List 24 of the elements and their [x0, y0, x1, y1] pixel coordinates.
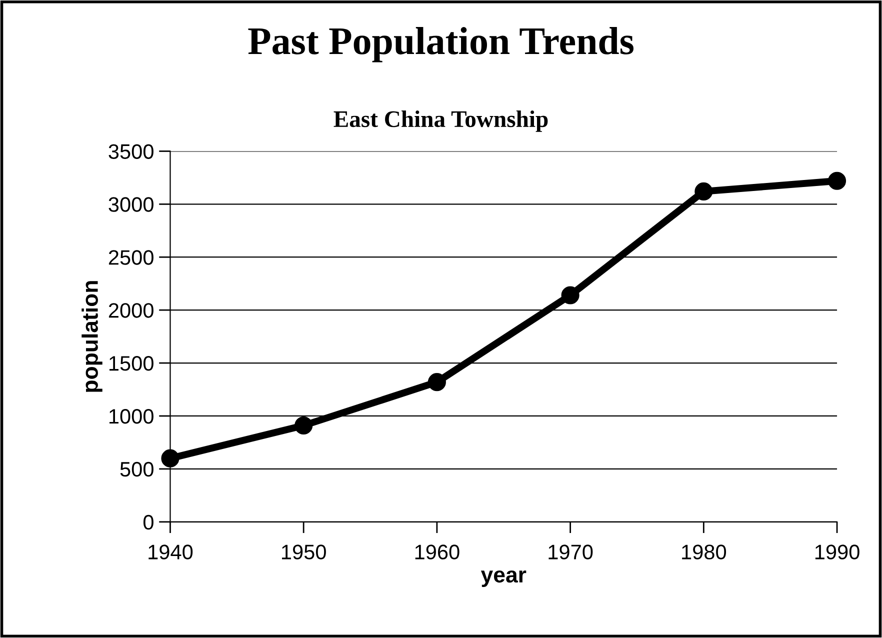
point: [161, 449, 180, 468]
y-tick-label: 1000: [110, 408, 154, 424]
y-tick-label: 500: [120, 462, 154, 477]
chart-title: Past Population Trends: [248, 27, 634, 62]
point: [561, 286, 580, 304]
y-tick-label: 2500: [108, 250, 154, 265]
y-tick-label: 3500: [108, 144, 154, 159]
x-tick-label: 1940: [148, 544, 193, 560]
y-tick-label: 3000: [108, 197, 154, 212]
x-tick-label: 1960: [415, 544, 460, 560]
x-tick-label: 1990: [815, 544, 860, 560]
y-tick-label: 2000: [108, 303, 154, 318]
chart-subtitle: East China Township: [334, 110, 548, 132]
point: [828, 172, 846, 190]
point: [294, 416, 313, 435]
y-tick-label: 0: [143, 514, 154, 530]
x-axis-title: year: [480, 570, 526, 588]
point: [694, 182, 713, 200]
point: [428, 373, 446, 392]
x-tick-label: 1970: [548, 544, 593, 560]
y-axis-title: population: [82, 281, 102, 392]
x-tick-label: 1980: [682, 544, 726, 560]
x-tick-label: 1950: [282, 544, 326, 560]
y-tick-label: 1500: [110, 356, 154, 371]
